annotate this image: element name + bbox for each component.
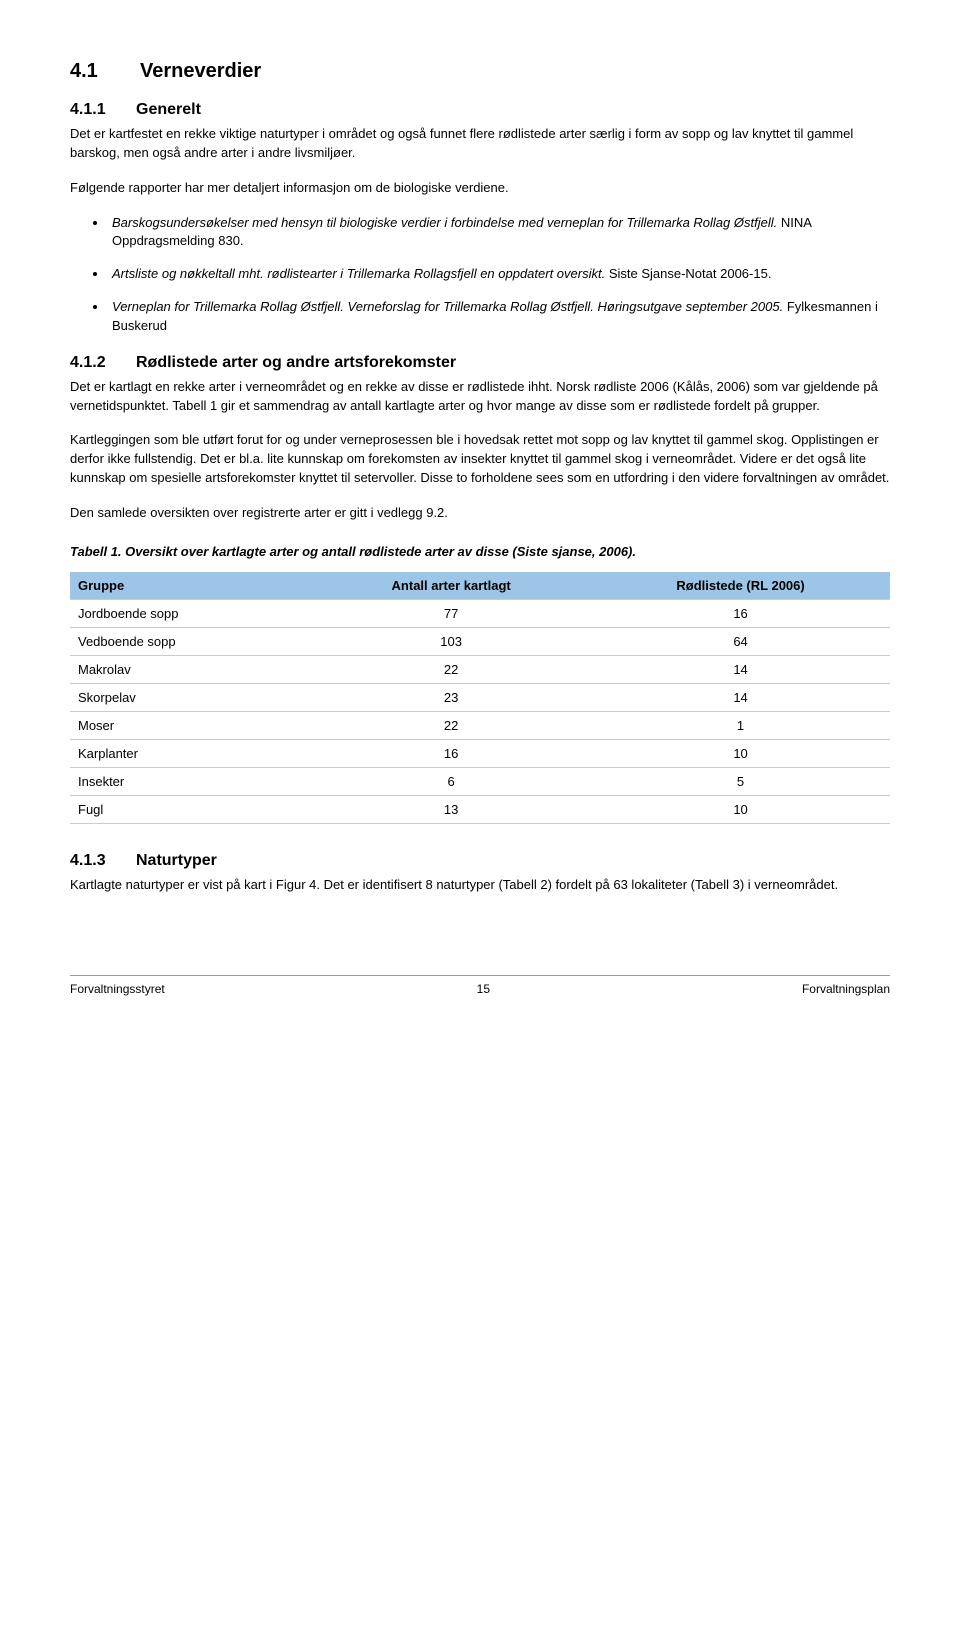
heading-4-1-3-number: 4.1.3 xyxy=(70,852,118,870)
table-row: Skorpelav2314 xyxy=(70,683,890,711)
paragraph: Kartleggingen som ble utført forut for o… xyxy=(70,431,890,488)
table-header-cell: Rødlistede (RL 2006) xyxy=(591,572,890,600)
list-item: Barskogsundersøkelser med hensyn til bio… xyxy=(108,214,890,252)
table-cell: 14 xyxy=(591,683,890,711)
page-footer: Forvaltningsstyret 15 Forvaltningsplan xyxy=(70,975,890,996)
table-cell: 13 xyxy=(311,795,591,823)
footer-right: Forvaltningsplan xyxy=(802,982,890,996)
table-cell: 16 xyxy=(591,599,890,627)
table-cell: Vedboende sopp xyxy=(70,627,311,655)
table-cell: Moser xyxy=(70,711,311,739)
heading-4-1-2-number: 4.1.2 xyxy=(70,354,118,372)
list-item-italic: Barskogsundersøkelser med hensyn til bio… xyxy=(112,215,777,230)
heading-4-1-number: 4.1 xyxy=(70,60,120,83)
table-cell: 1 xyxy=(591,711,890,739)
table-cell: 103 xyxy=(311,627,591,655)
table-cell: 5 xyxy=(591,767,890,795)
list-item: Artsliste og nøkkeltall mht. rødlisteart… xyxy=(108,265,890,284)
table-cell: Makrolav xyxy=(70,655,311,683)
table-cell: Jordboende sopp xyxy=(70,599,311,627)
footer-page-number: 15 xyxy=(477,982,490,996)
paragraph: Kartlagte naturtyper er vist på kart i F… xyxy=(70,876,890,895)
table-cell: 23 xyxy=(311,683,591,711)
footer-left: Forvaltningsstyret xyxy=(70,982,165,996)
heading-4-1-1-title: Generelt xyxy=(136,101,201,119)
list-item: Verneplan for Trillemarka Rollag Østfjel… xyxy=(108,298,890,336)
table-cell: 10 xyxy=(591,739,890,767)
heading-4-1-3: 4.1.3 Naturtyper xyxy=(70,852,890,870)
table-cell: 22 xyxy=(311,655,591,683)
table-row: Makrolav2214 xyxy=(70,655,890,683)
heading-4-1-title: Verneverdier xyxy=(140,60,261,83)
table-cell: 77 xyxy=(311,599,591,627)
table-cell: Fugl xyxy=(70,795,311,823)
table-cell: 16 xyxy=(311,739,591,767)
heading-4-1-2: 4.1.2 Rødlistede arter og andre artsfore… xyxy=(70,354,890,372)
table-cell: Karplanter xyxy=(70,739,311,767)
table-cell: Skorpelav xyxy=(70,683,311,711)
paragraph: Følgende rapporter har mer detaljert inf… xyxy=(70,179,890,198)
list-item-italic: Verneplan for Trillemarka Rollag Østfjel… xyxy=(112,299,783,314)
species-table: Gruppe Antall arter kartlagt Rødlistede … xyxy=(70,572,890,824)
table-cell: 14 xyxy=(591,655,890,683)
table-header-cell: Antall arter kartlagt xyxy=(311,572,591,600)
paragraph: Den samlede oversikten over registrerte … xyxy=(70,504,890,523)
table-cell: 6 xyxy=(311,767,591,795)
heading-4-1-3-title: Naturtyper xyxy=(136,852,217,870)
table-row: Vedboende sopp10364 xyxy=(70,627,890,655)
heading-4-1-1: 4.1.1 Generelt xyxy=(70,101,890,119)
list-item-italic: Artsliste og nøkkeltall mht. rødlisteart… xyxy=(112,266,605,281)
heading-4-1: 4.1 Verneverdier xyxy=(70,60,890,83)
table-caption: Tabell 1. Oversikt over kartlagte arter … xyxy=(70,543,890,562)
table-cell: 22 xyxy=(311,711,591,739)
table-row: Fugl1310 xyxy=(70,795,890,823)
table-row: Insekter65 xyxy=(70,767,890,795)
table-cell: Insekter xyxy=(70,767,311,795)
table-cell: 10 xyxy=(591,795,890,823)
heading-4-1-2-title: Rødlistede arter og andre artsforekomste… xyxy=(136,354,456,372)
list-item-tail: Siste Sjanse-Notat 2006-15. xyxy=(605,266,771,281)
bullet-list: Barskogsundersøkelser med hensyn til bio… xyxy=(70,214,890,336)
paragraph: Det er kartlagt en rekke arter i verneom… xyxy=(70,378,890,416)
table-header-row: Gruppe Antall arter kartlagt Rødlistede … xyxy=(70,572,890,600)
table-cell: 64 xyxy=(591,627,890,655)
paragraph: Det er kartfestet en rekke viktige natur… xyxy=(70,125,890,163)
heading-4-1-1-number: 4.1.1 xyxy=(70,101,118,119)
table-header-cell: Gruppe xyxy=(70,572,311,600)
table-row: Karplanter1610 xyxy=(70,739,890,767)
table-row: Jordboende sopp7716 xyxy=(70,599,890,627)
table-row: Moser221 xyxy=(70,711,890,739)
